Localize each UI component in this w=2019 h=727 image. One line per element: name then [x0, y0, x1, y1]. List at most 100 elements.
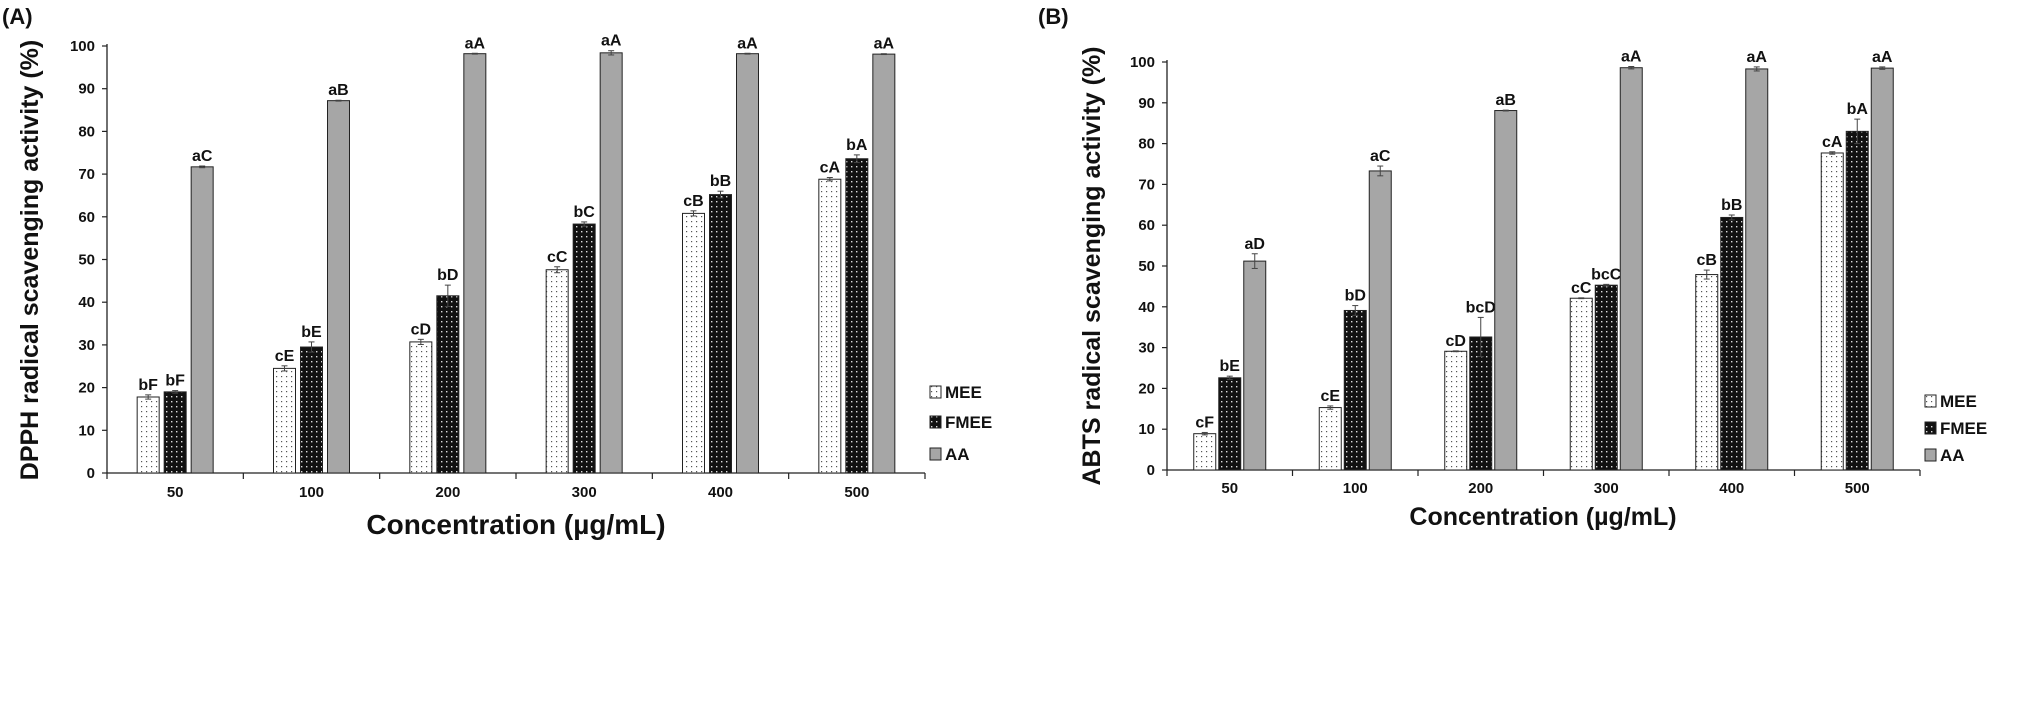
y-tick-label: 60: [78, 209, 95, 226]
legend-label: AA: [945, 445, 970, 464]
legend-swatch-mee: [929, 385, 942, 399]
legend-swatch-aa: [929, 447, 942, 461]
legend-label: FMEE: [1940, 419, 1987, 438]
significance-label: aA: [1621, 48, 1642, 65]
significance-label: aA: [737, 35, 758, 52]
legend-label: MEE: [945, 383, 982, 402]
significance-label: aC: [1370, 148, 1391, 165]
x-axis-title: Concentration (µg/mL): [366, 509, 665, 540]
significance-label: bE: [301, 324, 322, 341]
bar-mee: [1318, 407, 1342, 471]
bar-aa: [1619, 67, 1643, 471]
bar-mee: [273, 367, 296, 474]
x-tick-label: 50: [167, 484, 184, 501]
x-tick-label: 100: [1343, 480, 1368, 497]
y-tick-label: 100: [70, 38, 95, 55]
bar-fmee: [1845, 130, 1869, 471]
y-tick-label: 40: [1138, 299, 1155, 316]
x-axis-title: Concentration (µg/mL): [1409, 503, 1676, 531]
bar-aa: [1368, 170, 1392, 471]
significance-label: bD: [1345, 288, 1366, 305]
bar-aa: [599, 52, 623, 474]
y-tick-label: 50: [1138, 258, 1155, 275]
x-tick-label: 100: [299, 484, 324, 501]
significance-label: aA: [1872, 49, 1893, 66]
bar-aa: [463, 53, 487, 474]
bar-aa: [1870, 67, 1894, 471]
bar-fmee: [300, 346, 323, 474]
y-tick-label: 50: [78, 252, 95, 269]
significance-label: bB: [1721, 197, 1742, 214]
panel-label: (B): [1038, 4, 1069, 29]
significance-label: aB: [1496, 92, 1516, 109]
bar-mee: [682, 212, 705, 474]
bar-mee: [1569, 297, 1593, 471]
x-tick-label: 200: [435, 484, 460, 501]
significance-label: aC: [192, 148, 213, 165]
significance-label: cD: [1446, 333, 1466, 350]
legend: MEE FMEE AA: [929, 383, 992, 464]
legend-swatch-aa: [1924, 448, 1937, 462]
y-axis-title: ABTS radical scavenging activity (%): [1078, 46, 1106, 485]
significance-label: cF: [1195, 414, 1214, 431]
significance-label: bcD: [1466, 299, 1496, 316]
y-tick-label: 90: [1138, 95, 1155, 112]
y-tick-label: 30: [78, 337, 95, 354]
significance-label: cC: [1571, 280, 1592, 297]
bar-aa: [736, 53, 759, 474]
bar-mee: [1193, 433, 1217, 471]
bar-fmee: [1594, 284, 1618, 471]
bar-mee: [1695, 274, 1719, 471]
significance-label: bA: [846, 137, 868, 154]
significance-label: cC: [547, 249, 568, 266]
significance-label: bB: [710, 173, 731, 190]
bar-fmee: [845, 158, 869, 474]
y-tick-label: 10: [1138, 421, 1155, 438]
bar-mee: [409, 341, 433, 474]
legend-swatch-fmee: [1924, 421, 1937, 435]
significance-label: bD: [437, 267, 458, 284]
significance-label: cB: [1697, 252, 1717, 269]
x-tick-label: 50: [1221, 480, 1238, 497]
significance-label: aA: [601, 33, 622, 50]
panel-a: (A) 0 10 20 30 40 50 60 70 80 90 100 50 bF bF aC 100 cE bE…: [2, 4, 992, 540]
significance-label: aD: [1245, 236, 1265, 253]
bar-fmee: [1720, 216, 1744, 471]
legend-label: FMEE: [945, 413, 992, 432]
bar-fmee: [572, 223, 596, 474]
significance-label: cA: [1822, 134, 1843, 151]
legend-label: AA: [1940, 446, 1965, 465]
x-tick-label: 300: [572, 484, 597, 501]
bar-aa: [190, 166, 214, 474]
bar-fmee: [709, 194, 732, 474]
y-tick-label: 10: [78, 422, 95, 439]
x-tick-label: 400: [1719, 480, 1744, 497]
y-tick-label: 80: [1138, 136, 1155, 153]
bar-mee: [1444, 350, 1468, 471]
y-tick-label: 100: [1130, 54, 1155, 71]
significance-label: cE: [1320, 388, 1340, 405]
significance-label: bcC: [1591, 266, 1622, 283]
y-tick-label: 30: [1138, 340, 1155, 357]
y-tick-label: 20: [78, 380, 95, 397]
y-tick-label: 60: [1138, 217, 1155, 234]
legend-swatch-mee: [1924, 394, 1937, 408]
legend: MEE FMEE AA: [1924, 392, 1987, 465]
y-tick-label: 0: [87, 465, 95, 482]
bar-fmee: [436, 295, 460, 474]
significance-label: aB: [328, 82, 348, 99]
x-tick-label: 400: [708, 484, 733, 501]
significance-label: aA: [465, 35, 486, 52]
y-tick-label: 70: [1138, 176, 1155, 193]
bar-aa: [327, 100, 350, 474]
significance-label: cD: [411, 321, 431, 338]
x-tick-label: 300: [1594, 480, 1619, 497]
significance-label: cB: [683, 193, 703, 210]
bar-mee: [545, 269, 569, 474]
legend-swatch-fmee: [929, 415, 942, 429]
bar-mee: [136, 396, 160, 474]
y-tick-label: 90: [78, 81, 95, 98]
bar-mee: [818, 178, 842, 474]
legend-label: MEE: [1940, 392, 1977, 411]
